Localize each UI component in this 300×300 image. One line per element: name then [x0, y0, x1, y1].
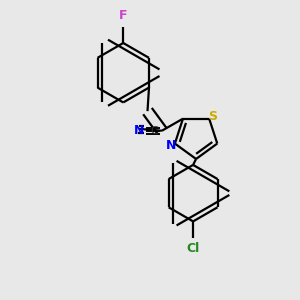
Text: N: N [166, 139, 176, 152]
Text: S: S [208, 110, 217, 123]
Text: N: N [134, 124, 144, 137]
Text: C: C [150, 126, 158, 136]
Text: F: F [119, 9, 128, 22]
Text: Cl: Cl [187, 242, 200, 255]
